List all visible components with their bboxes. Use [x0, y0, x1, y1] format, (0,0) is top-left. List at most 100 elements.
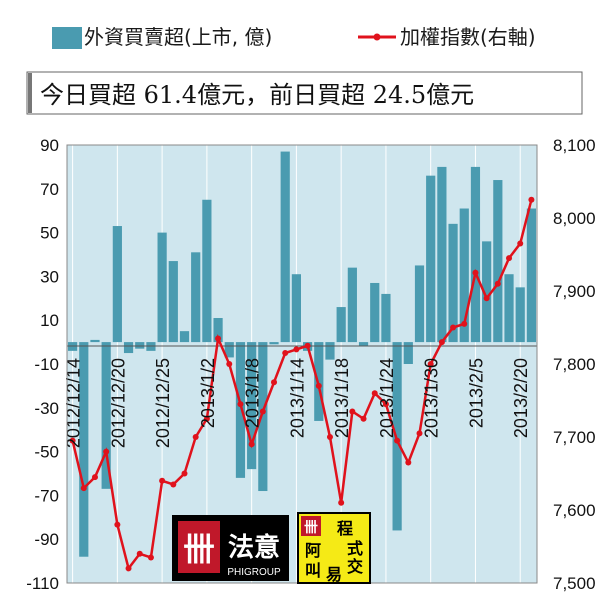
logo-phigroup: 卌 法意 PHIGROUP — [172, 515, 289, 581]
y2-tick-3: 7,800 — [553, 355, 596, 374]
index-point-28 — [382, 401, 389, 408]
bar-28 — [381, 293, 391, 343]
legend-bar-swatch — [52, 27, 82, 49]
y-tick-7: -50 — [34, 443, 59, 462]
bar-19 — [280, 151, 290, 343]
y-tick-10: -110 — [26, 574, 59, 593]
bar-14 — [224, 342, 234, 358]
index-point-29 — [394, 437, 401, 444]
bar-18 — [269, 342, 279, 345]
logo2-char-6: 易 — [326, 565, 342, 584]
index-point-22 — [315, 382, 322, 389]
bar-20 — [291, 274, 301, 343]
x-tick-4: 2013/1/8 — [243, 358, 263, 428]
logo1-sub: PHIGROUP — [227, 567, 281, 578]
index-point-40 — [517, 240, 524, 247]
left-axis: 90 70 50 30 10 -10 -30 -50 -70 -90 -110 — [26, 136, 59, 593]
index-point-21 — [304, 342, 311, 349]
index-point-32 — [427, 361, 434, 367]
x-tick-7: 2013/1/24 — [377, 358, 397, 438]
index-point-18 — [271, 379, 278, 386]
index-point-10 — [181, 470, 188, 477]
bar-10 — [179, 331, 190, 343]
index-point-11 — [192, 434, 199, 440]
date-labels: 2012/12/14 2012/12/20 2012/12/25 2013/1/2 20… — [64, 358, 532, 448]
index-point-14 — [226, 361, 233, 367]
logo2-char-3: 式 — [347, 539, 363, 558]
index-point-7 — [147, 554, 154, 561]
bar-26 — [358, 342, 369, 347]
bar-5 — [123, 342, 134, 354]
bar-33 — [437, 166, 447, 343]
index-point-15 — [237, 401, 244, 408]
y-tick-5: -10 — [34, 355, 59, 374]
index-point-9 — [170, 481, 177, 488]
y-tick-1: 70 — [40, 180, 59, 199]
logo-program-trading: 卌 程 阿 式 叫 交 易 — [297, 512, 371, 584]
index-point-36 — [472, 269, 479, 276]
bar-38 — [493, 180, 503, 343]
index-point-35 — [461, 320, 468, 327]
bar-6 — [135, 342, 145, 349]
index-point-31 — [416, 430, 423, 437]
y2-tick-2: 7,900 — [553, 282, 596, 301]
right-axis: 8,100 8,000 7,900 7,800 7,700 7,600 7,500 — [553, 136, 596, 593]
bar-4 — [112, 226, 122, 343]
bar-11 — [191, 252, 201, 343]
y-tick-2: 50 — [40, 224, 59, 243]
bar-17 — [258, 342, 268, 492]
bar-39 — [504, 274, 514, 343]
bar-series — [68, 151, 536, 557]
y2-tick-0: 8,100 — [553, 136, 596, 155]
bar-13 — [213, 318, 223, 343]
x-tick-3: 2013/1/2 — [198, 358, 218, 428]
index-point-3 — [103, 448, 110, 455]
index-point-2 — [91, 474, 98, 481]
index-point-19 — [282, 350, 289, 357]
index-point-27 — [371, 390, 378, 397]
legend: 外資買賣超(上市, 億) 加權指數(右軸) — [52, 25, 536, 49]
index-point-23 — [326, 434, 333, 440]
legend-bar-label: 外資買賣超(上市, 億) — [84, 25, 272, 49]
y-tick-9: -90 — [34, 530, 59, 549]
logo2-char-4: 叫 — [305, 561, 321, 580]
summary-banner-text: 今日買超 61.4億元，前日買超 24.5億元 — [40, 81, 474, 109]
logo2-char-1: 程 — [337, 519, 353, 538]
y2-tick-1: 8,000 — [553, 209, 596, 228]
index-point-17 — [259, 408, 266, 415]
index-point-8 — [159, 477, 166, 484]
legend-line-label: 加權指數(右軸) — [400, 25, 536, 49]
x-tick-10: 2013/2/20 — [511, 358, 531, 438]
bar-32 — [426, 175, 436, 343]
bar-9 — [168, 261, 178, 343]
bar-23 — [325, 342, 335, 360]
index-point-16 — [248, 441, 255, 448]
index-point-39 — [506, 255, 513, 262]
index-point-34 — [450, 324, 457, 331]
bar-8 — [157, 232, 167, 343]
bar-36 — [470, 166, 481, 343]
index-point-38 — [494, 280, 501, 287]
bar-12 — [202, 199, 212, 343]
bar-37 — [482, 241, 492, 343]
bar-34 — [448, 223, 458, 343]
bar-40 — [515, 287, 525, 343]
bar-24 — [336, 307, 346, 343]
y-tick-4: 10 — [40, 311, 59, 330]
bar-16 — [247, 342, 257, 470]
logo1-text: 法意 — [228, 532, 280, 563]
index-point-25 — [349, 408, 356, 415]
y2-tick-4: 7,700 — [553, 428, 596, 447]
index-point-12 — [203, 415, 210, 422]
index-point-4 — [114, 521, 121, 528]
index-point-5 — [125, 565, 132, 572]
x-tick-9: 2013/2/5 — [466, 358, 486, 428]
index-point-33 — [438, 339, 445, 346]
svg-text:卌: 卌 — [183, 530, 215, 568]
line-series — [69, 196, 535, 572]
bar-15 — [235, 342, 246, 478]
y-tick-3: 30 — [40, 267, 59, 286]
index-point-41 — [528, 196, 535, 203]
index-point-13 — [215, 335, 222, 342]
